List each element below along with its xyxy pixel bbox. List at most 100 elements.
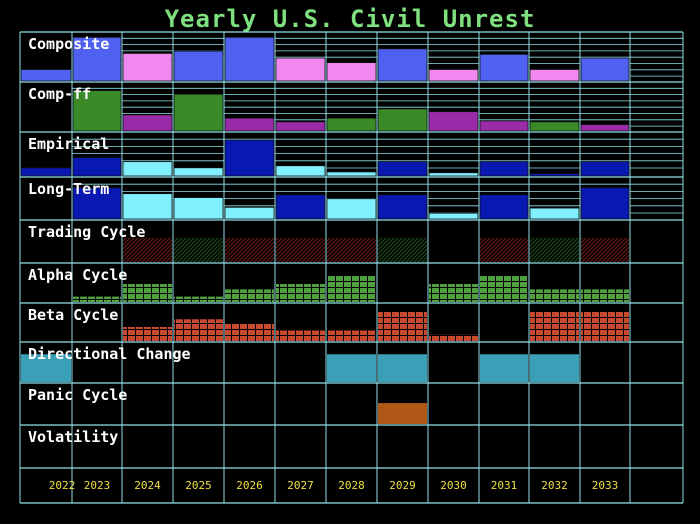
row-label: Long-Term	[28, 180, 109, 198]
bar-comp-ff-2028	[326, 117, 377, 132]
bar-beta-cycle-2025	[174, 319, 223, 341]
row-label: Panic Cycle	[28, 386, 127, 404]
bar-long-term-2028	[326, 198, 377, 220]
year-label-2031: 2031	[491, 479, 518, 492]
year-label-2024: 2024	[134, 479, 161, 492]
bar-empirical-2030	[428, 172, 479, 177]
bar-composite-2030	[428, 69, 479, 82]
bar-alpha-cycle-2028	[327, 275, 376, 302]
bar-long-term-2026	[224, 206, 275, 220]
year-label-2027: 2027	[287, 479, 314, 492]
row-label: Composite	[28, 35, 109, 53]
bar-trading-cycle-2025	[174, 237, 223, 262]
bar-directional-change-2028	[327, 354, 376, 382]
bar-beta-cycle-2032	[530, 311, 579, 341]
row-label: Comp-ff	[28, 85, 91, 103]
bar-directional-change-2022	[21, 354, 71, 382]
bar-comp-ff-2030	[428, 111, 479, 132]
bar-composite-2022	[20, 69, 72, 82]
year-label-2023: 2023	[84, 479, 111, 492]
bar-trading-cycle-2029	[378, 237, 427, 262]
bar-alpha-cycle-2023	[73, 296, 121, 302]
bar-trading-cycle-2032	[530, 237, 579, 262]
bar-alpha-cycle-2031	[480, 275, 528, 302]
bar-composite-2025	[173, 50, 224, 82]
bar-long-term-2027	[275, 194, 326, 220]
bar-beta-cycle-2028	[327, 330, 376, 341]
bar-trading-cycle-2033	[581, 237, 629, 262]
bar-empirical-2026	[224, 139, 275, 177]
bar-long-term-2029	[377, 194, 428, 220]
bar-comp-ff-2027	[275, 121, 326, 132]
bar-comp-ff-2023	[72, 90, 122, 132]
row-label: Empirical	[28, 135, 109, 153]
row-label: Trading Cycle	[28, 223, 145, 241]
bar-alpha-cycle-2027	[276, 284, 325, 302]
bar-alpha-cycle-2030	[429, 284, 478, 302]
bar-empirical-2029	[377, 161, 428, 177]
bar-empirical-2028	[326, 171, 377, 177]
bar-alpha-cycle-2024	[123, 284, 172, 302]
bar-long-term-2032	[529, 207, 580, 220]
bar-trading-cycle-2028	[327, 237, 376, 262]
bar-long-term-2031	[479, 194, 529, 220]
bar-directional-change-2029	[378, 354, 427, 382]
bar-long-term-2025	[173, 197, 224, 220]
bar-beta-cycle-2026	[225, 323, 274, 341]
bar-composite-2032	[529, 69, 580, 82]
year-label-2033: 2033	[592, 479, 619, 492]
row-label: Beta Cycle	[28, 306, 118, 324]
bar-empirical-2024	[122, 161, 173, 177]
bar-panic-cycle-2029	[378, 403, 427, 424]
bar-beta-cycle-2033	[581, 311, 629, 341]
bar-empirical-2032	[529, 173, 580, 177]
chart-title: Yearly U.S. Civil Unrest	[164, 5, 536, 33]
bar-beta-cycle-2027	[276, 330, 325, 341]
bar-empirical-2023	[72, 157, 122, 177]
bar-long-term-2033	[580, 187, 630, 220]
row-label: Volatility	[28, 428, 118, 446]
bar-composite-2028	[326, 62, 377, 82]
bar-composite-2033	[580, 57, 630, 82]
bar-directional-change-2031	[480, 354, 528, 382]
bar-trading-cycle-2026	[225, 237, 274, 262]
bar-composite-2027	[275, 57, 326, 82]
year-label-2022: 2022	[49, 479, 76, 492]
year-label-2025: 2025	[185, 479, 212, 492]
bar-composite-2029	[377, 48, 428, 82]
bar-comp-ff-2033	[580, 124, 630, 132]
bar-composite-2024	[122, 53, 173, 82]
bar-empirical-2033	[580, 161, 630, 177]
bar-comp-ff-2026	[224, 117, 275, 132]
bar-composite-2023	[72, 36, 122, 82]
bar-directional-change-2032	[530, 354, 579, 382]
bar-beta-cycle-2024	[123, 327, 172, 341]
bar-alpha-cycle-2033	[581, 289, 629, 302]
bar-empirical-2022	[20, 167, 72, 177]
bar-trading-cycle-2027	[276, 237, 325, 262]
bar-comp-ff-2031	[479, 120, 529, 132]
bar-composite-2031	[479, 53, 529, 82]
bar-comp-ff-2032	[529, 121, 580, 132]
bar-trading-cycle-2031	[480, 237, 528, 262]
bar-long-term-2024	[122, 193, 173, 220]
bar-comp-ff-2025	[173, 93, 224, 132]
bar-beta-cycle-2029	[378, 311, 427, 341]
bar-alpha-cycle-2025	[174, 296, 223, 302]
bar-trading-cycle-2024	[123, 237, 172, 262]
row-label: Alpha Cycle	[28, 266, 127, 284]
bar-composite-2026	[224, 36, 275, 82]
bar-comp-ff-2024	[122, 114, 173, 132]
bar-empirical-2031	[479, 161, 529, 177]
row-label: Directional Change	[28, 345, 191, 363]
year-label-2028: 2028	[338, 479, 365, 492]
bar-alpha-cycle-2026	[225, 289, 274, 302]
bar-alpha-cycle-2032	[530, 289, 579, 302]
year-label-2030: 2030	[440, 479, 467, 492]
bar-empirical-2025	[173, 167, 224, 177]
bar-long-term-2023	[72, 187, 122, 220]
bar-long-term-2030	[428, 212, 479, 220]
bar-comp-ff-2029	[377, 108, 428, 132]
year-label-2026: 2026	[236, 479, 263, 492]
